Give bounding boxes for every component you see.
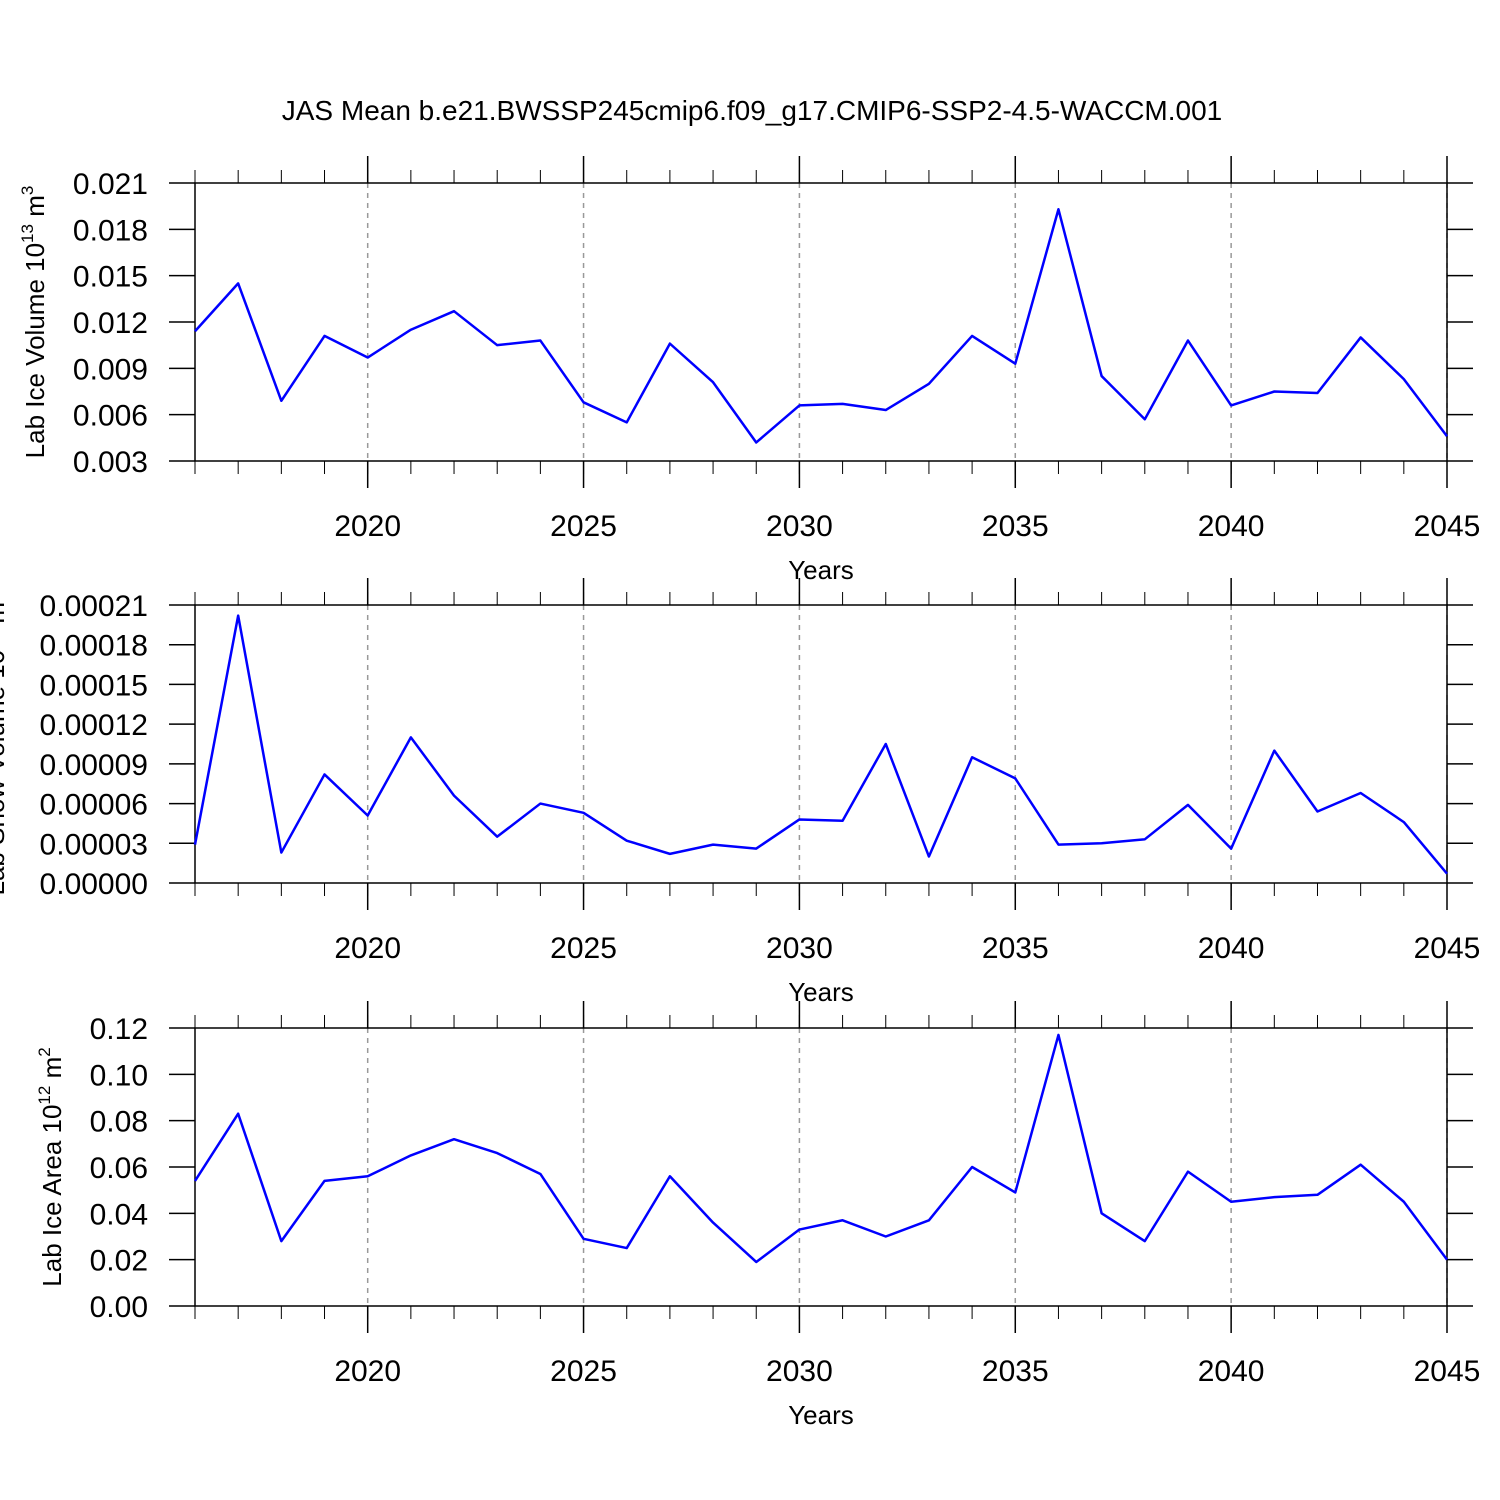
y-tick-label: 0.08 [90,1106,148,1139]
y-axis-title-exp: 12 [35,1086,54,1105]
x-tick-label: 2025 [550,510,617,543]
data-line [194,208,1448,444]
x-tick-label: 2030 [766,932,833,965]
x-tick-label: 2045 [1414,1355,1481,1388]
y-tick-label: 0.006 [73,400,148,433]
y-tick-label: 0.00000 [40,868,148,901]
x-axis-title: Years [788,1400,854,1430]
x-tick-label: 2020 [334,510,401,543]
plot-frame [194,604,1448,884]
x-tick-label: 2040 [1198,510,1265,543]
chart-title: JAS Mean b.e21.BWSSP245cmip6.f09_g17.CMI… [282,95,1223,126]
x-tick-label: 2035 [982,932,1049,965]
y-axis-title-exp: 13 [18,224,37,243]
x-tick-label: 2040 [1198,1355,1265,1388]
y-tick-label: 0.02 [90,1245,148,1278]
x-tick-label: 2045 [1414,932,1481,965]
x-tick-label: 2035 [982,1355,1049,1388]
y-tick-label: 0.00018 [40,630,148,663]
plot-frame [194,1027,1448,1307]
y-tick-label: 0.015 [73,261,148,294]
x-axis-title: Years [788,977,854,1007]
y-tick-label: 0.04 [90,1198,148,1231]
y-axis-title-text: Lab Ice Area 10 [37,1105,67,1287]
y-tick-label: 0.00 [90,1291,148,1324]
y-tick-label: 0.00015 [40,669,148,702]
y-tick-label: 0.003 [73,446,148,479]
y-tick-label: 0.00003 [40,828,148,861]
x-tick-label: 2030 [766,510,833,543]
y-tick-label: 0.021 [73,168,148,201]
y-axis-title-text: Lab Ice Volume 10 [20,243,50,458]
y-tick-label: 0.018 [73,214,148,247]
y-tick-label: 0.10 [90,1059,148,1092]
data-line [193,1033,1449,1264]
y-tick-label: 0.00006 [40,789,148,822]
y-axis-title-unit: m [0,602,10,631]
y-axis-title: Lab Snow Volume 1013 m3 [0,592,10,895]
x-tick-label: 2025 [550,1355,617,1388]
x-tick-label: 2025 [550,932,617,965]
x-tick-label: 2045 [1414,510,1481,543]
y-axis-title-text: Lab Snow Volume 10 [0,650,10,896]
x-tick-label: 2020 [334,932,401,965]
data-line [193,614,1448,875]
y-tick-label: 0.012 [73,307,148,340]
y-axis-title-unit: m [20,195,50,224]
x-tick-label: 2030 [766,1355,833,1388]
y-axis-title-unit-exp: 2 [35,1047,54,1056]
x-tick-label: 2040 [1198,932,1265,965]
y-axis-title: Lab Ice Volume 1013 m3 [18,186,50,459]
x-axis-title: Years [788,555,854,585]
y-tick-label: 0.12 [90,1013,148,1046]
y-tick-label: 0.00021 [40,590,148,623]
y-tick-label: 0.00009 [40,749,148,782]
y-tick-label: 0.06 [90,1152,148,1185]
y-tick-label: 0.009 [73,353,148,386]
x-tick-label: 2035 [982,510,1049,543]
plot-frame [194,182,1448,462]
y-tick-label: 0.00012 [40,709,148,742]
y-axis-title: Lab Ice Area 1012 m2 [35,1047,67,1286]
y-axis-title-unit: m [37,1057,67,1086]
y-axis-title-unit-exp: 3 [18,186,37,195]
x-tick-label: 2020 [334,1355,401,1388]
